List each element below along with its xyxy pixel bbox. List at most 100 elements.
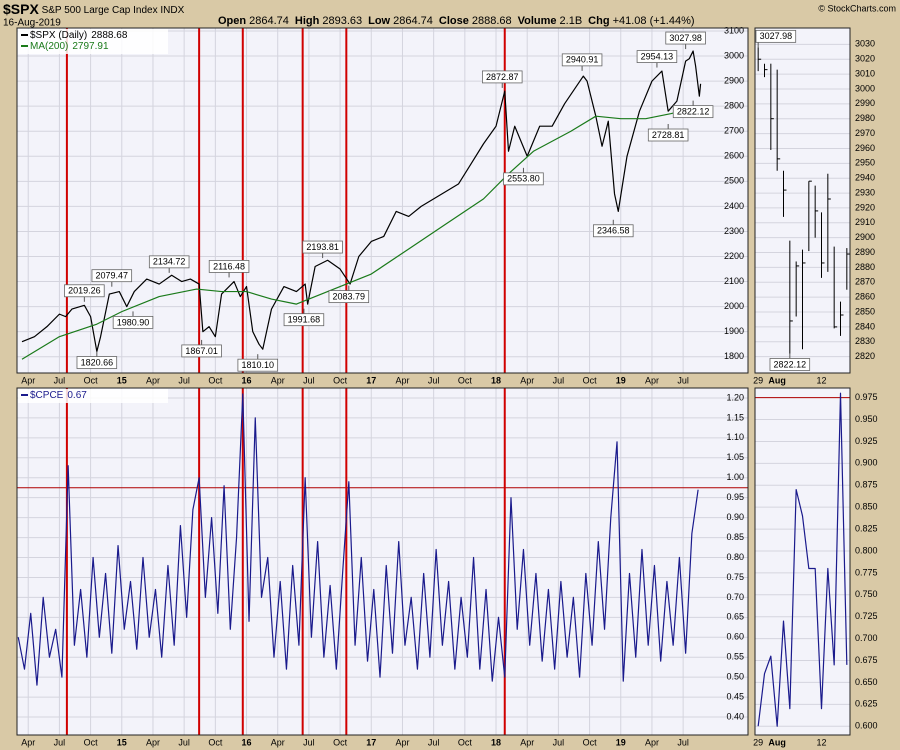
annotation-label: 2193.81 (306, 242, 339, 252)
annotation-box (482, 70, 523, 84)
annotation-label: 2728.81 (652, 130, 685, 140)
y-tick-label: 0.95 (726, 492, 744, 502)
x-tick-label: Apr (146, 375, 160, 385)
y-tick-label: 0.750 (855, 589, 878, 599)
series-line (21, 106, 701, 360)
credit: © StockCharts.com (818, 3, 896, 13)
legend-box (18, 29, 168, 54)
x-tick-label: Oct (458, 375, 473, 385)
legend-entry: $CPCE 0.67 (30, 390, 87, 401)
x-tick-label: Jul (54, 375, 66, 385)
annotation-label: 1991.68 (288, 315, 321, 325)
quote-value: 2888.68 (472, 15, 512, 27)
y-tick-label: 1.15 (726, 412, 744, 422)
legend-value: 2888.68 (91, 30, 128, 41)
y-tick-label: 2100 (724, 276, 744, 286)
x-tick-label: Oct (333, 375, 348, 385)
annotation-box (181, 344, 222, 358)
x-tick-label: Oct (458, 737, 473, 747)
x-tick-label: Apr (520, 737, 534, 747)
x-tick-label: 15 (117, 375, 127, 385)
x-tick-label: Oct (333, 737, 348, 747)
y-tick-label: 0.40 (726, 711, 744, 721)
quote-value: 2864.74 (393, 15, 433, 27)
y-tick-label: 0.60 (726, 632, 744, 642)
x-tick-label: Apr (21, 737, 35, 747)
quote-line: Open 2864.74 High 2893.63 Low 2864.74 Close 288… (218, 15, 695, 27)
x-tick-label: Apr (645, 737, 659, 747)
y-tick-label: 0.85 (726, 532, 744, 542)
annotation-box (328, 290, 370, 304)
y-tick-label: 1.10 (726, 432, 744, 442)
y-tick-label: 3100 (724, 25, 744, 35)
y-tick-label: 2910 (855, 217, 875, 227)
annotation-label: 1820.66 (81, 357, 114, 367)
y-tick-label: 0.80 (726, 552, 744, 562)
x-tick-label: Jul (54, 737, 66, 747)
y-tick-label: 0.625 (855, 699, 878, 709)
y-tick-label: 2970 (855, 128, 875, 138)
y-tick-label: 2850 (855, 306, 875, 316)
annotation-label: 2079.47 (96, 271, 129, 281)
x-tick-label: Jul (428, 737, 440, 747)
y-tick-label: 2500 (724, 176, 744, 186)
x-tick-label: Apr (395, 737, 409, 747)
date: 16-Aug-2019 (3, 18, 61, 29)
quote-label: High (295, 15, 320, 27)
annotation-label: 3027.98 (760, 31, 793, 41)
annotation-label: 3027.98 (669, 33, 702, 43)
annotation-box (237, 358, 279, 372)
x-tick-label: Apr (271, 737, 285, 747)
annotation-box (283, 313, 325, 327)
y-tick-label: 0.55 (726, 652, 744, 662)
quote-value: +41.08 (+1.44%) (613, 15, 695, 27)
y-tick-label: 0.75 (726, 572, 744, 582)
y-tick-label: 0.45 (726, 691, 744, 701)
series-line (757, 392, 848, 727)
x-tick-label: 29 (753, 737, 763, 747)
annotation-box (76, 356, 118, 369)
y-tick-label: 2830 (855, 336, 875, 346)
quote-label: Close (439, 15, 469, 27)
plot-border (754, 27, 851, 374)
y-tick-label: 1800 (724, 351, 744, 361)
x-tick-label: 15 (117, 737, 127, 747)
y-tick-label: 0.700 (855, 633, 878, 643)
header-line: $SPX S&P 500 Large Cap Index INDX (3, 1, 185, 17)
annotation-label: 2134.72 (153, 257, 186, 267)
annotation-box (302, 240, 343, 254)
annotation-label: 2822.12 (677, 107, 710, 117)
plot-background (17, 28, 748, 373)
x-tick-label: 19 (616, 737, 626, 747)
x-tick-label: 16 (242, 737, 252, 747)
y-tick-label: 2920 (855, 202, 875, 212)
y-tick-label: 0.725 (855, 611, 878, 621)
series-line (17, 393, 699, 686)
y-tick-label: 0.600 (855, 721, 878, 731)
x-tick-label: Apr (520, 375, 534, 385)
annotation-box (112, 315, 154, 329)
y-tick-label: 2820 (855, 351, 875, 361)
y-tick-label: 2990 (855, 98, 875, 108)
x-tick-label: Jul (553, 375, 565, 385)
x-tick-label: Jul (553, 737, 565, 747)
quote-value: 2893.63 (322, 15, 362, 27)
annotation-box (91, 269, 133, 283)
plot-border (16, 387, 749, 736)
y-tick-label: 2900 (724, 75, 744, 85)
x-tick-label: Oct (583, 375, 598, 385)
y-tick-label: 1900 (724, 326, 744, 336)
annotation-box (148, 255, 190, 269)
annotation-box (769, 358, 811, 371)
annotation-box (561, 53, 603, 67)
y-tick-label: 2950 (855, 158, 875, 168)
annotation-label: 2346.58 (597, 226, 630, 236)
x-tick-label: 17 (366, 737, 376, 747)
y-tick-label: 0.650 (855, 677, 878, 687)
legend-box (18, 389, 168, 403)
x-tick-label: Oct (84, 737, 99, 747)
x-tick-label: 18 (491, 737, 501, 747)
y-tick-label: 3010 (855, 68, 875, 78)
x-tick-label: Jul (677, 737, 689, 747)
x-tick-label: Jul (303, 737, 315, 747)
